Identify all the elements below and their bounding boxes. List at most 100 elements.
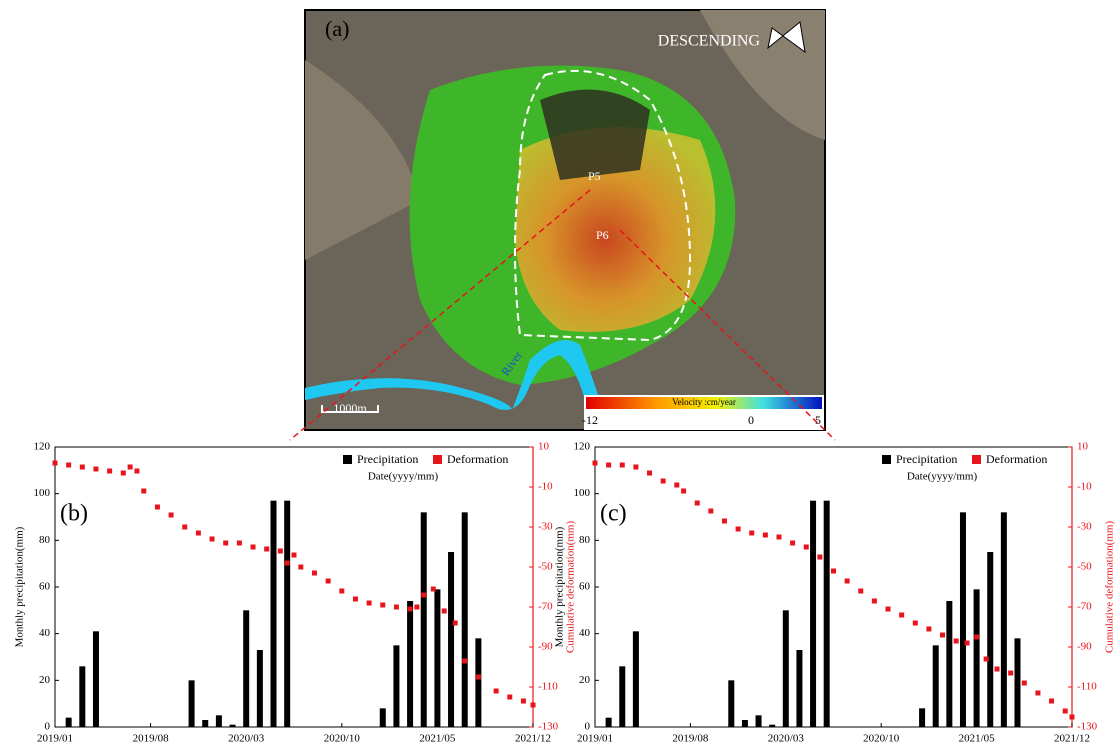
y-tick-label: 100 bbox=[574, 487, 591, 499]
x-tick-label: 2019/01 bbox=[37, 733, 73, 745]
bar bbox=[66, 718, 72, 727]
y2-tick-label: -50 bbox=[1077, 561, 1092, 573]
bar bbox=[633, 631, 639, 727]
x-tick-label: 2020/10 bbox=[324, 733, 361, 745]
bar bbox=[202, 720, 208, 727]
x-axis-label: Date(yyyy/mm) bbox=[368, 471, 439, 483]
point bbox=[620, 463, 625, 468]
point-label: P6 bbox=[596, 228, 609, 242]
y2-tick-label: -10 bbox=[1077, 481, 1092, 493]
x-tick-label: 2020/03 bbox=[768, 733, 805, 745]
legend-label: Deformation bbox=[986, 452, 1047, 466]
y2-tick-label: -90 bbox=[1077, 641, 1092, 653]
colorbar-title: Velocity :cm/year bbox=[672, 397, 736, 407]
point bbox=[278, 549, 283, 554]
point bbox=[804, 545, 809, 550]
y-tick-label: 120 bbox=[34, 441, 51, 453]
point bbox=[899, 613, 904, 618]
point bbox=[53, 461, 58, 466]
point bbox=[954, 639, 959, 644]
chart: 020406080100120-130-110-90-70-50-30-1010… bbox=[554, 441, 1116, 745]
y2-tick-label: 10 bbox=[1077, 441, 1089, 453]
bar bbox=[728, 680, 734, 727]
bar bbox=[448, 552, 454, 727]
point bbox=[606, 463, 611, 468]
point bbox=[141, 489, 146, 494]
point bbox=[223, 541, 228, 546]
legend-swatch bbox=[882, 455, 891, 464]
y2-tick-label: -70 bbox=[1077, 601, 1092, 613]
y-tick-label: 80 bbox=[39, 534, 51, 546]
map-panel: (a) DESCENDING P5 P6 River 1000m Velocit… bbox=[305, 10, 825, 430]
point bbox=[722, 519, 727, 524]
bar bbox=[462, 512, 468, 727]
point bbox=[984, 657, 989, 662]
point bbox=[210, 537, 215, 542]
bar bbox=[974, 589, 980, 727]
y-tick-label: 60 bbox=[39, 581, 51, 593]
orbit-label: DESCENDING bbox=[658, 33, 761, 50]
y2-tick-label: -30 bbox=[538, 521, 553, 533]
x-tick-label: 2019/01 bbox=[577, 733, 613, 745]
point bbox=[681, 489, 686, 494]
point bbox=[965, 641, 970, 646]
x-tick-label: 2019/08 bbox=[672, 733, 709, 745]
point bbox=[442, 609, 447, 614]
point bbox=[858, 589, 863, 594]
panel-label: (a) bbox=[325, 16, 349, 41]
bar bbox=[933, 645, 939, 727]
y-axis-label: Monthly precipitation(mm) bbox=[554, 526, 566, 647]
point bbox=[312, 571, 317, 576]
legend-label: Deformation bbox=[447, 452, 508, 466]
point bbox=[285, 561, 290, 566]
point bbox=[128, 465, 133, 470]
point bbox=[776, 535, 781, 540]
plot-frame bbox=[55, 447, 533, 727]
point bbox=[353, 597, 358, 602]
y2-axis-label: Cumulative deformation(mm) bbox=[1104, 521, 1116, 654]
x-tick-label: 2020/03 bbox=[228, 733, 265, 745]
colorbar-tick-label: 5 bbox=[815, 413, 821, 427]
figure: (a) DESCENDING P5 P6 River 1000m Velocit… bbox=[0, 0, 1117, 747]
point bbox=[134, 469, 139, 474]
point bbox=[394, 605, 399, 610]
point bbox=[749, 531, 754, 536]
y-axis-label: Monthly precipitation(mm) bbox=[14, 526, 26, 647]
y2-tick-label: -130 bbox=[538, 721, 559, 733]
y-tick-label: 0 bbox=[585, 721, 591, 733]
bar bbox=[606, 718, 612, 727]
x-tick-label: 2021/05 bbox=[419, 733, 456, 745]
legend-label: Precipitation bbox=[357, 452, 418, 466]
point bbox=[507, 695, 512, 700]
point bbox=[462, 659, 467, 664]
bar bbox=[619, 666, 625, 727]
x-tick-label: 2021/12 bbox=[515, 733, 551, 745]
bar bbox=[987, 552, 993, 727]
bar bbox=[421, 512, 427, 727]
point bbox=[408, 607, 413, 612]
point bbox=[93, 467, 98, 472]
colorbar-tick-label: -12 bbox=[582, 413, 598, 427]
charts: 020406080100120-130-110-90-70-50-30-1010… bbox=[14, 441, 1116, 745]
point bbox=[674, 483, 679, 488]
point bbox=[1022, 681, 1027, 686]
point bbox=[531, 703, 536, 708]
point bbox=[237, 541, 242, 546]
point bbox=[298, 565, 303, 570]
point bbox=[995, 667, 1000, 672]
point bbox=[414, 605, 419, 610]
y2-tick-label: -70 bbox=[538, 601, 553, 613]
y2-tick-label: -90 bbox=[538, 641, 553, 653]
y-tick-label: 60 bbox=[579, 581, 591, 593]
point bbox=[380, 603, 385, 608]
bar bbox=[271, 501, 277, 727]
bar bbox=[243, 610, 249, 727]
bar bbox=[960, 512, 966, 727]
y-tick-label: 20 bbox=[39, 674, 51, 686]
bar bbox=[189, 680, 195, 727]
point bbox=[926, 627, 931, 632]
point bbox=[476, 675, 481, 680]
y2-tick-label: -110 bbox=[1077, 681, 1097, 693]
legend-label: Precipitation bbox=[896, 452, 957, 466]
y2-tick-label: 10 bbox=[538, 441, 550, 453]
